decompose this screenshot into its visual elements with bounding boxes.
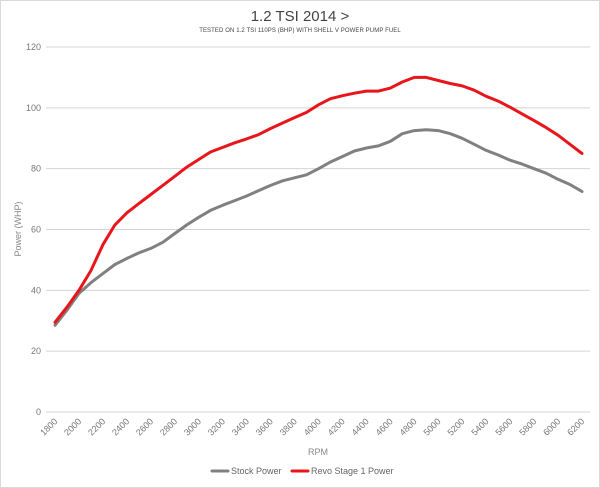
- x-tick-label: 3200: [206, 416, 227, 437]
- x-tick-label: 4800: [397, 416, 418, 437]
- chart-title: 1.2 TSI 2014 >: [251, 8, 350, 25]
- y-axis-label: Power (WHP): [13, 201, 23, 256]
- x-tick-label: 6000: [541, 416, 562, 437]
- y-tick-label: 0: [36, 407, 41, 417]
- x-tick-label: 4400: [350, 416, 371, 437]
- x-tick-label: 2800: [158, 416, 179, 437]
- legend-item-revo: Revo Stage 1 Power: [290, 466, 394, 476]
- x-axis-label: RPM: [308, 447, 328, 457]
- chart-subtitle: TESTED ON 1.2 TSI 110PS (BHP) WITH SHELL…: [199, 28, 401, 34]
- y-tick-label: 100: [26, 103, 41, 113]
- legend: Stock Power Revo Stage 1 Power: [210, 466, 394, 476]
- stock-power-line: [53, 128, 584, 327]
- x-tick-label: 1800: [38, 416, 59, 437]
- x-tick-label: 4200: [326, 416, 347, 437]
- x-tick-label: 4600: [374, 416, 395, 437]
- x-tick-label: 5400: [469, 416, 490, 437]
- x-tick-label: 3400: [230, 416, 251, 437]
- x-tick-label: 4000: [302, 416, 323, 437]
- x-tick-label: 3000: [182, 416, 203, 437]
- x-axis-ticks: 1800 2000 2200 2400 2600 2800 3000 3200 3400 3600…: [38, 416, 586, 437]
- x-tick-label: 5600: [493, 416, 514, 437]
- legend-item-stock: Stock Power: [210, 466, 282, 476]
- x-tick-label: 3600: [254, 416, 275, 437]
- x-tick-label: 3800: [278, 416, 299, 437]
- revo-stage1-power-line: [53, 75, 584, 324]
- y-tick-label: 60: [31, 225, 41, 235]
- legend-label: Revo Stage 1 Power: [311, 466, 394, 476]
- x-tick-label: 6200: [565, 416, 586, 437]
- y-axis-ticks: 0 20 40 60 80 100 120: [26, 42, 41, 417]
- y-tick-label: 40: [31, 285, 41, 295]
- y-tick-label: 20: [31, 346, 41, 356]
- x-tick-label: 2200: [86, 416, 107, 437]
- y-tick-label: 120: [26, 42, 41, 52]
- x-tick-label: 2400: [110, 416, 131, 437]
- grid-lines: [46, 46, 590, 413]
- x-tick-label: 5000: [421, 416, 442, 437]
- x-tick-label: 5800: [517, 416, 538, 437]
- legend-label: Stock Power: [231, 466, 282, 476]
- x-tick-label: 5200: [445, 416, 466, 437]
- y-tick-label: 80: [31, 164, 41, 174]
- x-tick-label: 2000: [62, 416, 83, 437]
- x-tick-label: 2600: [134, 416, 155, 437]
- series-lines: [53, 75, 584, 327]
